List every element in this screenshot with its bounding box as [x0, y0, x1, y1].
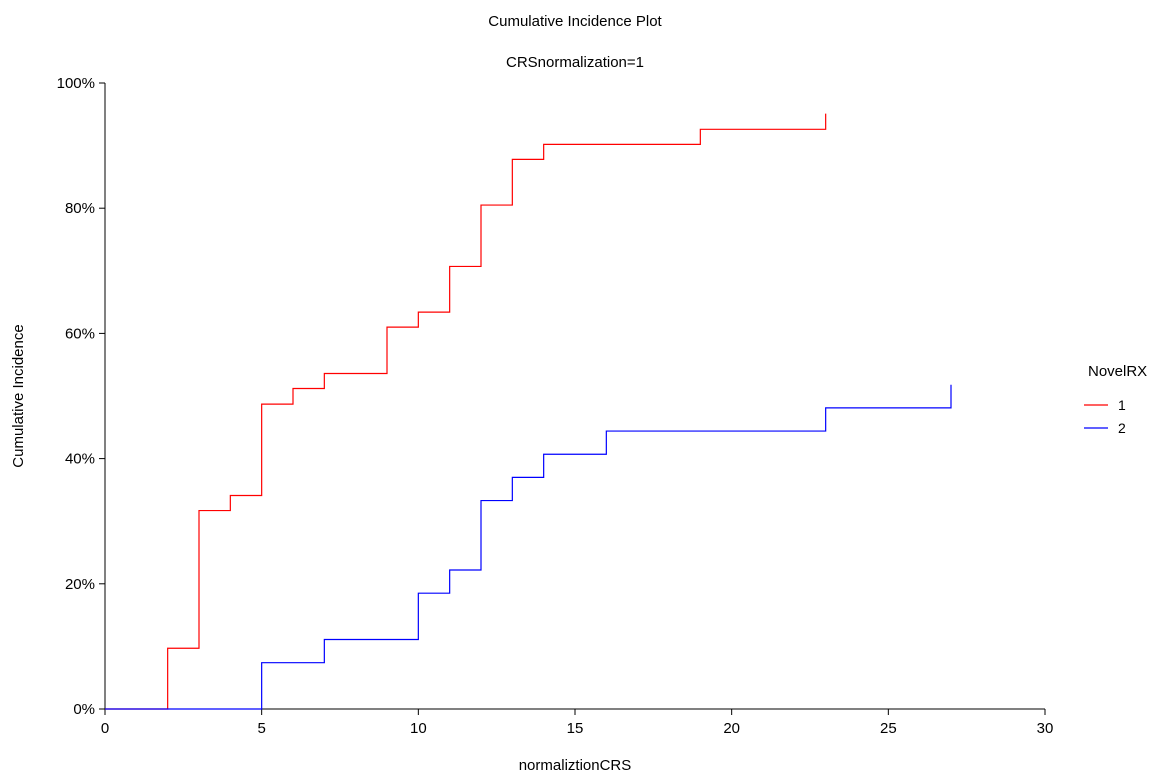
chart-subtitle: CRSnormalization=1 [506, 54, 644, 71]
y-tick-label: 0% [73, 701, 95, 718]
legend: NovelRX 1 2 [1084, 363, 1147, 436]
legend-label-2: 2 [1118, 420, 1126, 436]
plot-series [105, 113, 952, 710]
x-tick-label: 0 [101, 720, 109, 737]
y-tick-label: 80% [65, 200, 95, 217]
x-tick-label: 10 [410, 720, 427, 737]
x-tick-label: 30 [1037, 720, 1054, 737]
x-tick-label: 20 [723, 720, 740, 737]
series-2-line [105, 384, 952, 710]
x-tick-label: 15 [567, 720, 584, 737]
y-tick-label: 60% [65, 325, 95, 342]
x-axis-title: normaliztionCRS [519, 757, 632, 773]
axes: 0 5 10 15 20 25 30 0% 20% 40% 60% 80% 100% [57, 75, 1054, 737]
y-tick-label: 100% [57, 75, 95, 92]
chart-title: Cumulative Incidence Plot [488, 13, 662, 30]
x-tick-label: 25 [880, 720, 897, 737]
x-tick-label: 5 [257, 720, 265, 737]
legend-title: NovelRX [1088, 363, 1147, 380]
series-1-line [105, 113, 827, 710]
y-tick-label: 40% [65, 451, 95, 468]
y-tick-label: 20% [65, 576, 95, 593]
y-axis-title: Cumulative Incidence [10, 324, 27, 467]
legend-label-1: 1 [1118, 397, 1126, 413]
